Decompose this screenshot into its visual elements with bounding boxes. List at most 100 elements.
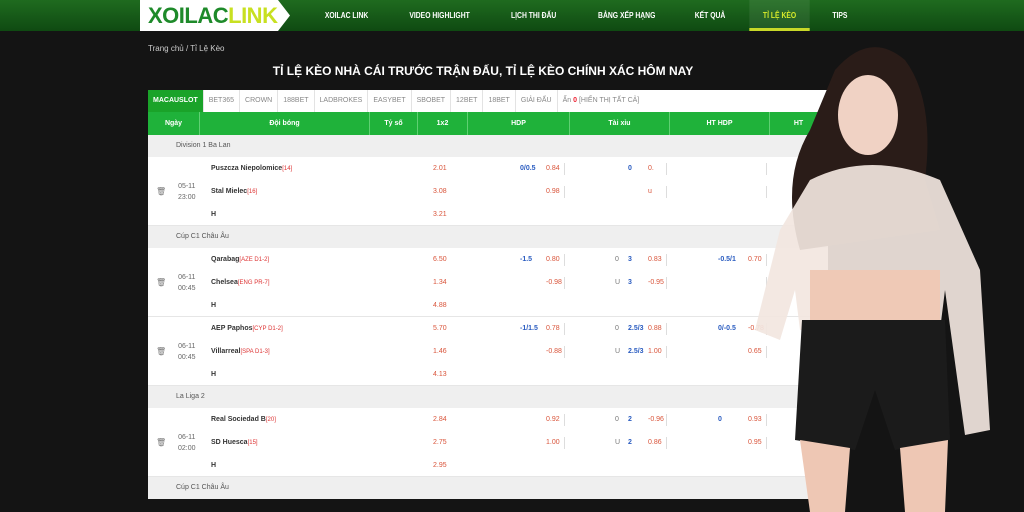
ht-hdp-line: 0/-0.5: [718, 325, 736, 332]
nav-item[interactable]: TIPS: [832, 11, 848, 20]
away-team: SD Huesca: [211, 439, 248, 446]
odds-line: Qarabag[AZE D1-2] 6.50 -1.5 0.80 0 3 0.83 -0.5/…: [148, 248, 828, 271]
ht-hdp-line: 0: [718, 416, 722, 423]
nav-item[interactable]: XOILAC LINK: [324, 11, 369, 20]
match-row: 🗑 06-11 02:00 Real Sociedad B[20] 2.84 0.92 0 2…: [148, 408, 828, 477]
draw-label[interactable]: H: [211, 462, 217, 469]
odds-1x2[interactable]: 3.21: [433, 211, 447, 218]
hidden-filter[interactable]: Ẩn 0 [HIỂN THỊ TẤT CẢ]: [558, 90, 645, 112]
ou-line: 0: [628, 165, 632, 172]
ou-line: 2.5/3: [628, 348, 644, 355]
league-header[interactable]: Cúp C1 Châu Âu: [148, 477, 828, 499]
divider: [766, 346, 767, 358]
column-header[interactable]: HDP: [468, 112, 570, 135]
show-all-link[interactable]: [HIỂN THỊ TẤT CẢ]: [578, 97, 640, 104]
team-name[interactable]: Villarreal[SPA D1-3]: [211, 340, 270, 364]
odds-table: Division 1 Ba Lan 🗑 05-11 23:00 Puszcza Niep…: [148, 135, 828, 499]
team-name[interactable]: Chelsea[ENG PR-7]: [211, 271, 270, 295]
match-datetime: 06-11 00:45: [178, 272, 196, 294]
odds-1x2[interactable]: 2.75: [433, 439, 447, 446]
hdp-line: 0/0.5: [520, 165, 536, 172]
tab-bookmaker[interactable]: 12BET: [451, 90, 484, 112]
team-rank: [15]: [247, 440, 258, 446]
trash-icon[interactable]: 🗑: [156, 438, 167, 447]
ht-hdp-line: -0.5/1: [718, 256, 736, 263]
team-name[interactable]: Puszcza Niepolomice[14]: [211, 157, 292, 181]
odds-1x2[interactable]: 1.34: [433, 279, 447, 286]
odds-1x2[interactable]: 4.13: [433, 371, 447, 378]
nav-item[interactable]: BẢNG XẾP HẠNG: [597, 11, 655, 20]
logo[interactable]: XOILACLINK: [140, 0, 290, 31]
odds-1x2[interactable]: 1.46: [433, 348, 447, 355]
ht-hdp-odds: 0.95: [748, 439, 762, 446]
draw-label[interactable]: H: [211, 211, 217, 218]
ou-odds: -0.95: [648, 279, 664, 286]
column-header[interactable]: HT HDP: [670, 112, 770, 135]
draw-label[interactable]: H: [211, 371, 217, 378]
hdp-odds: 0.80: [546, 256, 560, 263]
team-name[interactable]: Qarabag[AZE D1-2]: [211, 248, 269, 272]
ou-side: U: [615, 439, 621, 446]
trash-icon[interactable]: 🗑: [156, 187, 167, 196]
nav-item[interactable]: VIDEO HIGHLIGHT: [409, 11, 470, 20]
divider: [766, 437, 767, 449]
team-name[interactable]: Stal Mielec[16]: [211, 180, 257, 204]
promo-model-image: [755, 47, 990, 512]
odds-1x2[interactable]: 2.84: [433, 416, 447, 423]
ou-line: 2.5/3: [628, 325, 644, 332]
tab-bookmaker[interactable]: LADBROKES: [315, 90, 369, 112]
divider: [766, 277, 767, 289]
match-date: 06-11: [178, 343, 196, 350]
tab-bookmaker[interactable]: CROWN: [240, 90, 279, 112]
nav-item[interactable]: KẾT QUẢ: [694, 11, 726, 20]
home-team: AEP Paphos: [211, 325, 253, 332]
hdp-odds: 0.84: [546, 165, 560, 172]
nav-item[interactable]: TỈ LỆ KÈO: [749, 0, 810, 31]
divider: [564, 323, 565, 335]
bookmaker-tabs: MACAUSLOT BET365 CROWN 188BET LADBROKES EASYB…: [148, 90, 828, 112]
ou-odds: 0.88: [648, 325, 662, 332]
ou-line: 2: [628, 416, 632, 423]
odds-1x2[interactable]: 3.08: [433, 188, 447, 195]
team-name[interactable]: AEP Paphos[CYP D1-2]: [211, 317, 283, 341]
tab-bookmaker[interactable]: GIẢI ĐẤU: [516, 90, 558, 112]
home-team: Puszcza Niepolomice: [211, 165, 283, 172]
divider: [766, 414, 767, 426]
tab-bookmaker[interactable]: EASYBET: [368, 90, 412, 112]
away-team: Chelsea: [211, 279, 238, 286]
tab-bookmaker[interactable]: BET365: [204, 90, 241, 112]
league-header[interactable]: Cúp C1 Châu Âu: [148, 226, 828, 248]
column-header[interactable]: Đội bóng: [200, 112, 370, 135]
column-header[interactable]: Tỷ số: [370, 112, 418, 135]
team-rank: [16]: [247, 189, 258, 195]
tab-bookmaker[interactable]: SBOBET: [412, 90, 452, 112]
odds-1x2[interactable]: 6.50: [433, 256, 447, 263]
breadcrumb[interactable]: Trang chủ / Tỉ Lệ Kèo: [148, 44, 225, 53]
ou-odds: u: [648, 188, 652, 195]
team-name[interactable]: Real Sociedad B[20]: [211, 408, 276, 432]
ou-odds: 1.00: [648, 348, 662, 355]
match-time: 00:45: [178, 285, 196, 292]
league-header[interactable]: Division 1 Ba Lan: [148, 135, 828, 157]
trash-icon[interactable]: 🗑: [156, 278, 167, 287]
column-header[interactable]: Tài xỉu: [570, 112, 670, 135]
odds-1x2[interactable]: 4.88: [433, 302, 447, 309]
draw-label[interactable]: H: [211, 302, 217, 309]
team-name[interactable]: SD Huesca[15]: [211, 431, 258, 455]
odds-1x2[interactable]: 5.70: [433, 325, 447, 332]
odds-1x2[interactable]: 2.01: [433, 165, 447, 172]
column-header[interactable]: 1x2: [418, 112, 468, 135]
nav-item[interactable]: LỊCH THI ĐẤU: [511, 11, 557, 20]
tab-bookmaker[interactable]: 18BET: [483, 90, 516, 112]
hdp-odds: 0.92: [546, 416, 560, 423]
ou-odds: 0.86: [648, 439, 662, 446]
home-team: Qarabag: [211, 256, 240, 263]
team-rank: [AZE D1-2]: [239, 257, 270, 263]
column-header[interactable]: Ngày: [148, 112, 200, 135]
odds-1x2[interactable]: 2.95: [433, 462, 447, 469]
tab-bookmaker[interactable]: MACAUSLOT: [148, 90, 204, 112]
tab-bookmaker[interactable]: 188BET: [278, 90, 315, 112]
hdp-odds: -0.88: [546, 348, 562, 355]
league-header[interactable]: La Liga 2: [148, 386, 828, 408]
trash-icon[interactable]: 🗑: [156, 347, 167, 356]
